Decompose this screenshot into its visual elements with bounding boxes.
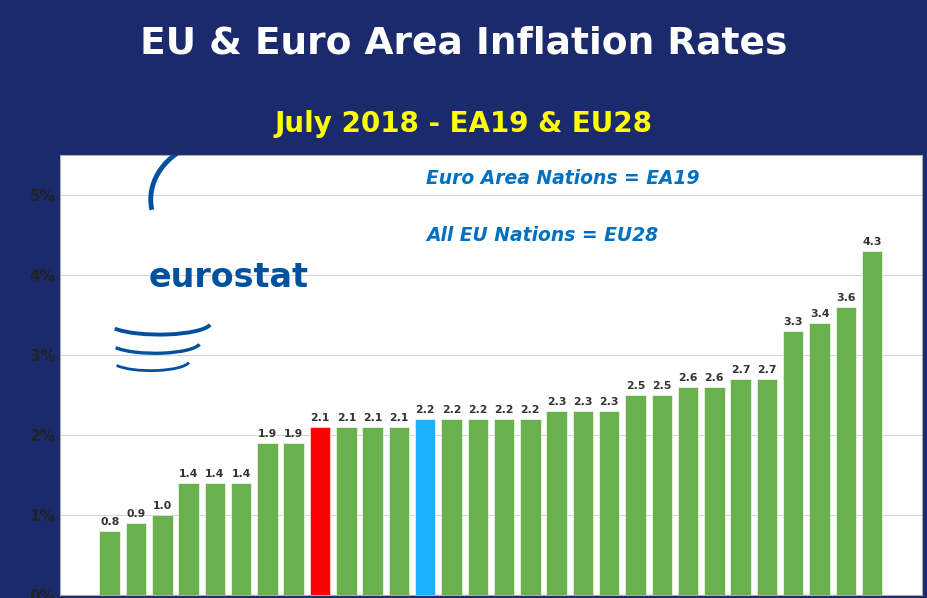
Text: 2.2: 2.2 [441, 405, 461, 415]
Bar [519, 419, 540, 595]
Text: 2.2: 2.2 [467, 405, 487, 415]
Text: July 2018 - EA19 & EU28: July 2018 - EA19 & EU28 [274, 111, 653, 138]
Bar [493, 419, 514, 595]
Text: 4.3: 4.3 [861, 237, 881, 248]
Text: 1.0: 1.0 [153, 501, 171, 511]
Bar [257, 443, 277, 595]
Bar [178, 483, 198, 595]
Bar [756, 379, 777, 595]
Bar [414, 419, 435, 595]
Text: 3.3: 3.3 [782, 318, 802, 327]
Text: 2.6: 2.6 [678, 373, 697, 383]
Text: 1.9: 1.9 [258, 429, 277, 439]
Text: 2.1: 2.1 [310, 413, 329, 423]
Text: 2.2: 2.2 [520, 405, 540, 415]
Text: 2.7: 2.7 [730, 365, 750, 376]
Text: 2.1: 2.1 [388, 413, 408, 423]
Bar [99, 531, 120, 595]
Text: 3.6: 3.6 [835, 294, 855, 303]
Bar [677, 388, 698, 595]
Text: 2.5: 2.5 [625, 382, 644, 391]
Text: 2.1: 2.1 [337, 413, 356, 423]
Text: 2.2: 2.2 [494, 405, 514, 415]
Bar [808, 324, 829, 595]
Bar [834, 307, 855, 595]
Bar [388, 427, 409, 595]
Bar [730, 379, 750, 595]
Bar [310, 427, 330, 595]
Bar [440, 419, 462, 595]
Text: 2.3: 2.3 [599, 397, 618, 407]
Bar [467, 419, 488, 595]
Text: 2.6: 2.6 [704, 373, 723, 383]
Bar [152, 515, 172, 595]
Bar [651, 395, 671, 595]
Text: 0.9: 0.9 [126, 509, 146, 519]
Bar [362, 427, 383, 595]
Text: 2.3: 2.3 [573, 397, 592, 407]
Bar [231, 483, 251, 595]
Text: 1.4: 1.4 [179, 469, 198, 479]
Bar [283, 443, 304, 595]
Text: 2.7: 2.7 [756, 365, 776, 376]
Bar [204, 483, 225, 595]
Text: 3.4: 3.4 [809, 309, 829, 319]
Text: 1.4: 1.4 [231, 469, 250, 479]
Text: 2.3: 2.3 [546, 397, 565, 407]
Text: 2.5: 2.5 [652, 382, 671, 391]
Bar [782, 331, 803, 595]
Text: 2.1: 2.1 [362, 413, 382, 423]
Text: 2.2: 2.2 [415, 405, 435, 415]
Text: 1.4: 1.4 [205, 469, 224, 479]
Bar [704, 388, 724, 595]
Text: 0.8: 0.8 [100, 517, 120, 527]
Text: eurostat: eurostat [148, 261, 308, 294]
Text: EU & Euro Area Inflation Rates: EU & Euro Area Inflation Rates [140, 26, 787, 62]
Text: All EU Nations = EU28: All EU Nations = EU28 [425, 226, 658, 245]
Bar [861, 251, 882, 595]
Bar [625, 395, 645, 595]
Text: 1.9: 1.9 [284, 429, 303, 439]
Bar [572, 411, 592, 595]
Text: Euro Area Nations = EA19: Euro Area Nations = EA19 [425, 169, 699, 188]
Bar [546, 411, 566, 595]
Bar [336, 427, 356, 595]
Bar [598, 411, 619, 595]
Bar [126, 523, 146, 595]
